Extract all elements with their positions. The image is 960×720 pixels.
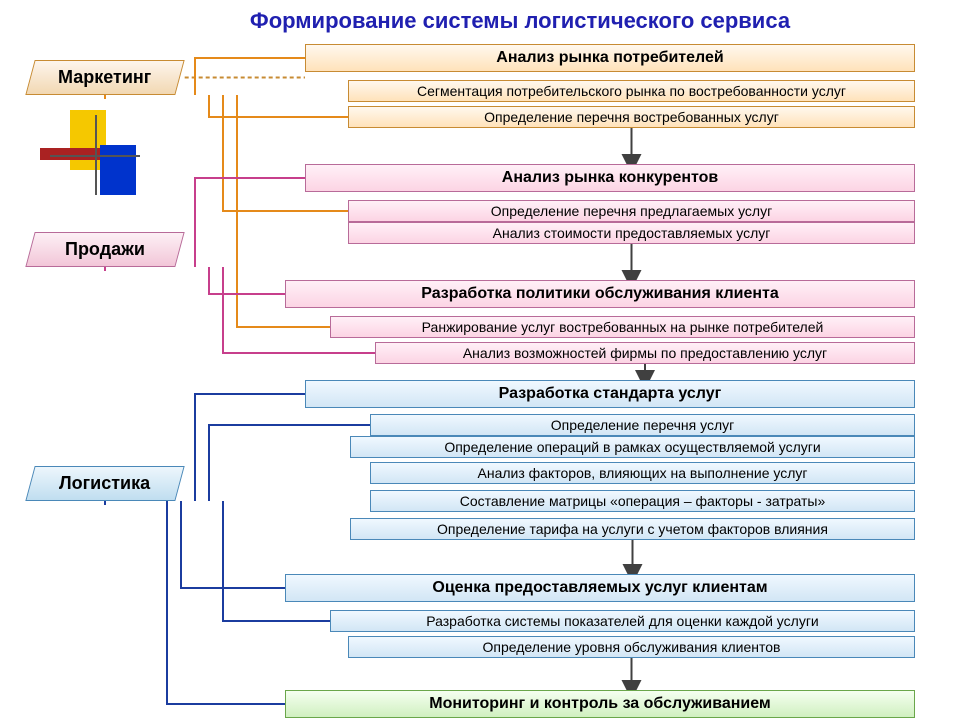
decorative-shapes	[40, 110, 150, 200]
block-b6: Мониторинг и контроль за обслуживанием	[285, 690, 915, 718]
block-b4e: Определение тарифа на услуги с учетом фа…	[350, 518, 915, 540]
block-b4b: Определение операций в рамках осуществля…	[350, 436, 915, 458]
block-b1b: Определение перечня востребованных услуг	[348, 106, 915, 128]
block-b5a: Разработка системы показателей для оценк…	[330, 610, 915, 632]
block-b3: Разработка политики обслуживания клиента	[285, 280, 915, 308]
block-b4: Разработка стандарта услуг	[305, 380, 915, 408]
block-b5: Оценка предоставляемых услуг клиентам	[285, 574, 915, 602]
block-b1: Анализ рынка потребителей	[305, 44, 915, 72]
side-logistics: Логистика	[25, 466, 184, 501]
block-b3a: Ранжирование услуг востребованных на рын…	[330, 316, 915, 338]
block-b3b: Анализ возможностей фирмы по предоставле…	[375, 342, 915, 364]
block-b2a: Определение перечня предлагаемых услуг	[348, 200, 915, 222]
side-marketing: Маркетинг	[25, 60, 184, 95]
block-b4a: Определение перечня услуг	[370, 414, 915, 436]
block-b4d: Составление матрицы «операция – факторы …	[370, 490, 915, 512]
block-b5b: Определение уровня обслуживания клиентов	[348, 636, 915, 658]
block-b1a: Сегментация потребительского рынка по во…	[348, 80, 915, 102]
block-b2b: Анализ стоимости предоставляемых услуг	[348, 222, 915, 244]
block-b4c: Анализ факторов, влияющих на выполнение …	[370, 462, 915, 484]
block-b2: Анализ рынка конкурентов	[305, 164, 915, 192]
page-title: Формирование системы логистического серв…	[100, 8, 940, 34]
side-sales: Продажи	[25, 232, 184, 267]
